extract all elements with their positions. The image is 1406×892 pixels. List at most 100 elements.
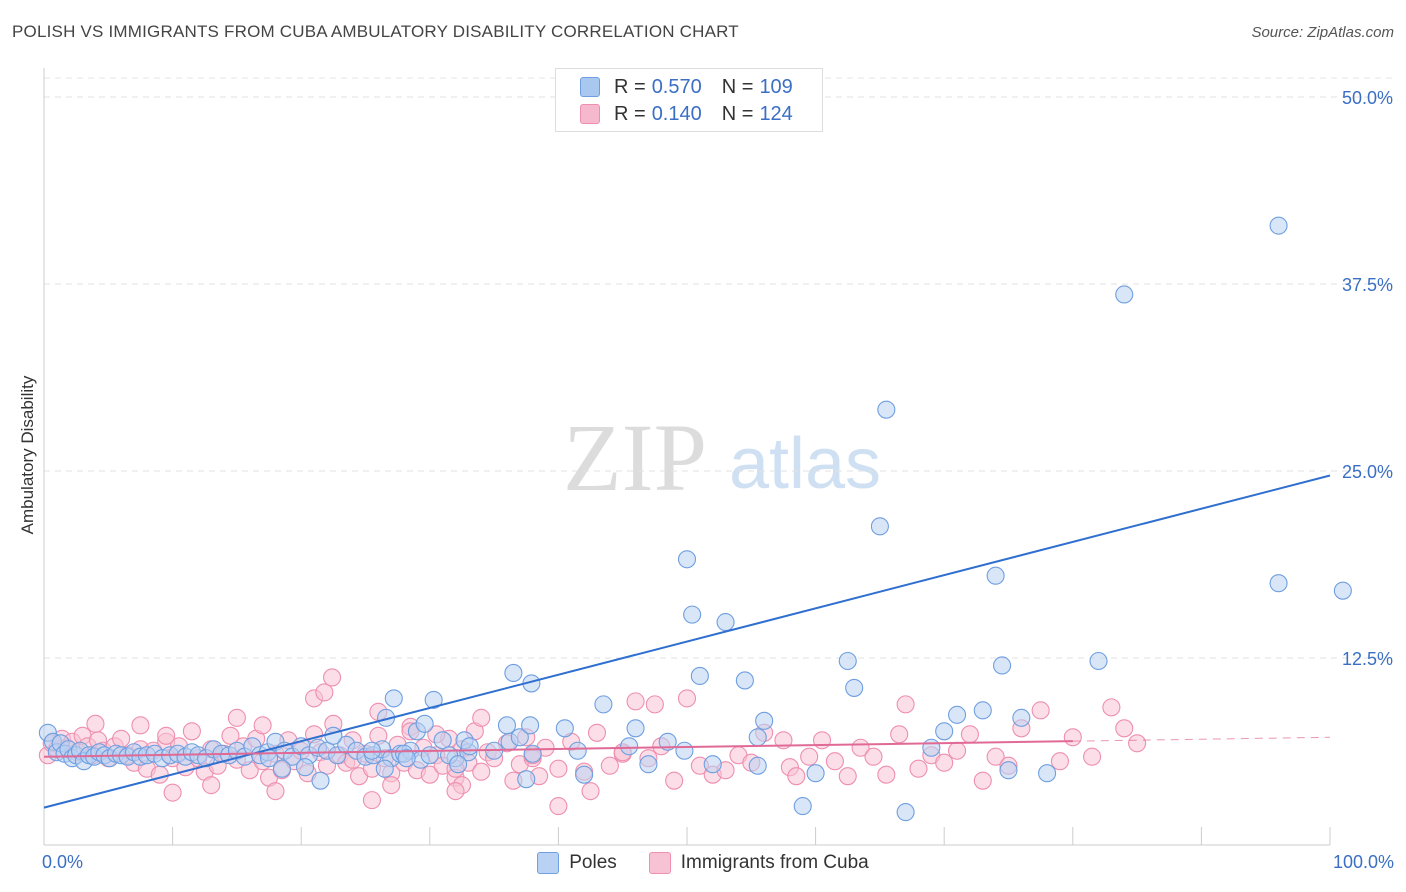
cuba-point xyxy=(973,771,992,790)
poles-point xyxy=(449,755,468,774)
poles-point xyxy=(384,689,403,708)
legend-swatch-cuba xyxy=(580,104,600,124)
poles-point xyxy=(523,744,542,763)
watermark-zip: ZIP xyxy=(563,404,707,511)
cuba-point xyxy=(960,725,979,744)
poles-point xyxy=(986,566,1005,585)
cuba-point xyxy=(182,722,201,741)
cuba-point xyxy=(677,689,697,708)
poles-point xyxy=(510,728,529,747)
cuba-point xyxy=(549,759,568,778)
poles-point xyxy=(675,741,694,760)
cuba-point xyxy=(1083,747,1102,766)
poles-point xyxy=(999,761,1018,780)
watermark: ZIP atlas xyxy=(563,404,881,511)
poles-point xyxy=(690,666,709,686)
legend-row-poles: R = 0.570 N = 109 xyxy=(580,75,793,99)
legend-n-value: 124 xyxy=(759,102,793,125)
cuba-point xyxy=(86,714,105,733)
cuba-point xyxy=(362,791,381,810)
poles-point xyxy=(433,731,452,750)
series-legend-poles: Poles xyxy=(537,852,617,874)
poles-point xyxy=(311,771,330,790)
poles-point xyxy=(594,695,613,714)
legend-r-label: R = xyxy=(614,75,646,98)
cuba-point xyxy=(266,782,285,801)
poles-point xyxy=(716,613,735,632)
poles-point xyxy=(1115,285,1134,304)
poles-point xyxy=(375,759,394,778)
trend-lines xyxy=(43,474,1331,809)
legend-n-value: 109 xyxy=(759,75,793,98)
poles-point xyxy=(1012,708,1031,727)
cuba-point xyxy=(587,723,607,742)
axes xyxy=(43,68,1331,846)
cuba-point xyxy=(645,695,664,714)
cuba-point xyxy=(549,797,568,816)
poles-point xyxy=(424,690,443,709)
poles-point xyxy=(497,716,517,735)
poles-point xyxy=(626,719,645,738)
poles-point xyxy=(793,797,812,816)
poles-point xyxy=(1269,574,1288,593)
cuba-point xyxy=(626,692,645,711)
poles-point xyxy=(575,765,594,784)
cuba-point xyxy=(157,726,176,745)
poles-point xyxy=(460,737,479,756)
poles-point xyxy=(504,663,523,683)
cuba-point xyxy=(986,747,1005,766)
poles-point xyxy=(870,517,889,536)
poles-point xyxy=(677,550,697,569)
y-tick-label: 25.0% xyxy=(1342,462,1393,482)
poles-point xyxy=(639,755,658,774)
cuba-point xyxy=(1102,698,1121,717)
poles-point xyxy=(922,738,941,757)
poles-point xyxy=(296,758,315,777)
cuba-point xyxy=(581,782,600,801)
cuba-trend-line xyxy=(43,740,1073,758)
series-legend-cuba: Immigrants from Cuba xyxy=(648,852,869,874)
cuba-point xyxy=(420,765,439,784)
poles-point xyxy=(748,728,767,747)
poles-point xyxy=(1089,651,1108,671)
poles-point xyxy=(683,605,702,624)
cuba-point xyxy=(131,716,150,735)
poles-point xyxy=(415,714,434,733)
cuba-point xyxy=(825,752,844,771)
poles-point xyxy=(1038,764,1057,783)
poles-point xyxy=(555,719,574,738)
poles-point xyxy=(935,722,954,741)
poles-point xyxy=(845,678,864,697)
cuba-point xyxy=(948,741,967,760)
poles-point xyxy=(993,656,1012,675)
cuba-point xyxy=(202,776,221,795)
poles-trend-line xyxy=(43,474,1331,809)
cuba-point xyxy=(838,767,857,786)
cuba-point xyxy=(812,731,832,750)
poles-point xyxy=(397,749,416,768)
poles-point xyxy=(735,671,754,690)
watermark-atlas: atlas xyxy=(729,424,881,504)
cuba-point xyxy=(600,756,619,775)
data-points xyxy=(38,216,1352,822)
poles-point xyxy=(806,764,825,783)
y-tick-labels: 12.5% 25.0% 37.5% 50.0% xyxy=(1342,88,1393,669)
cuba-point xyxy=(665,771,684,790)
chart-title: POLISH VS IMMIGRANTS FROM CUBA AMBULATOR… xyxy=(12,22,739,41)
cuba-point xyxy=(315,683,334,702)
cuba-point xyxy=(253,716,272,735)
poles-point xyxy=(896,803,915,822)
poles-point xyxy=(658,732,677,751)
cuba-point xyxy=(221,726,240,745)
cuba-point xyxy=(800,747,819,766)
grid xyxy=(44,77,1394,659)
cuba-point xyxy=(864,747,883,766)
y-tick-label: 12.5% xyxy=(1342,649,1393,669)
poles-point xyxy=(521,716,540,735)
cuba-point xyxy=(890,725,909,744)
x-tick-label-max: 100.0% xyxy=(1332,852,1394,872)
series-legend-label: Immigrants from Cuba xyxy=(680,852,869,873)
poles-point xyxy=(838,651,857,671)
poles-point xyxy=(324,726,343,745)
